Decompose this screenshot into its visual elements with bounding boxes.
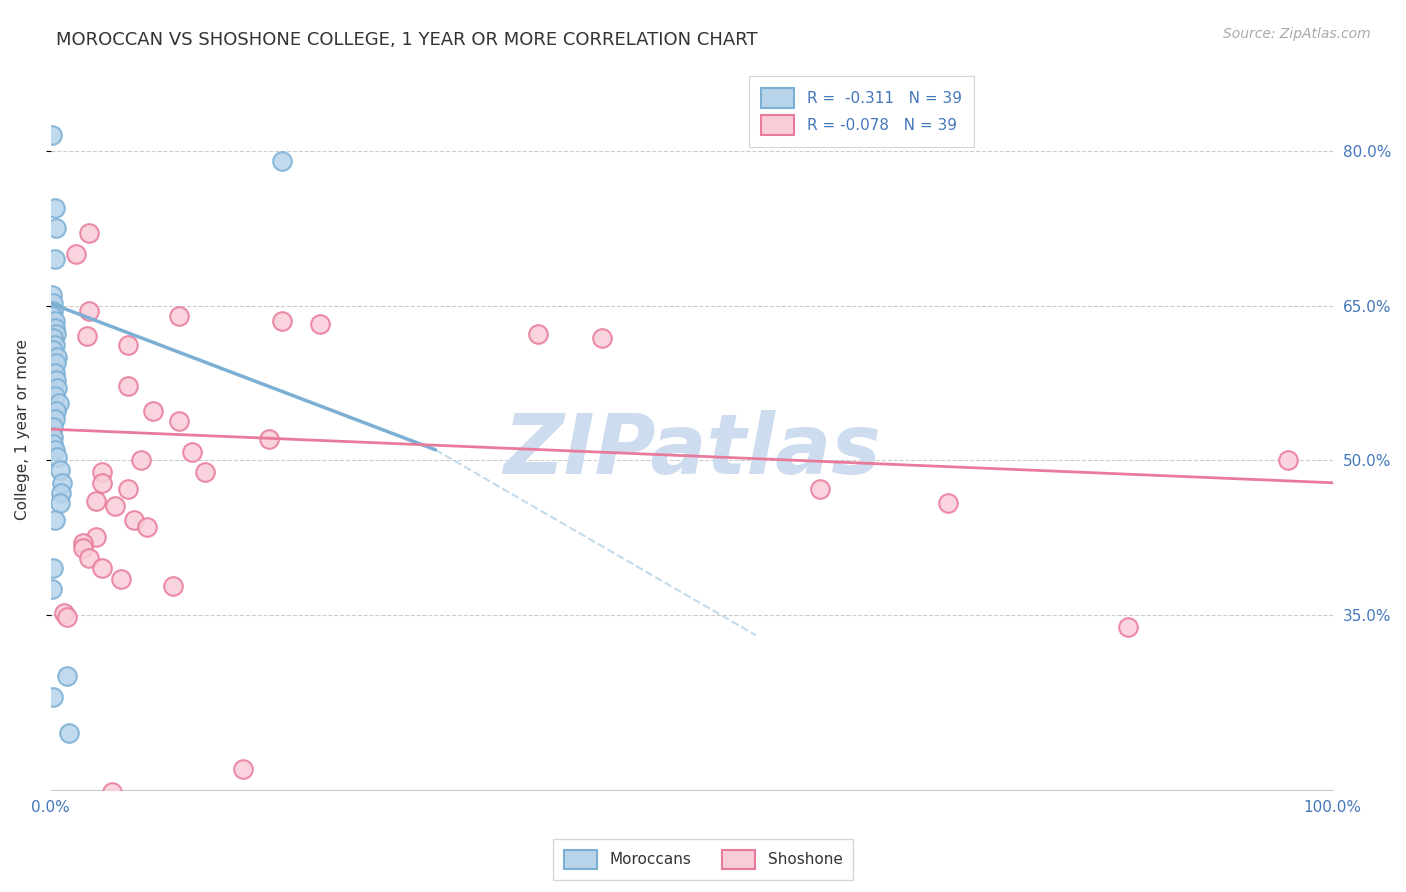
Point [91,561,114,575]
Point [58,726,80,740]
Point [44,252,66,267]
Point [136,520,159,534]
Point [42,303,65,318]
Point [41,309,63,323]
Point [72,541,94,555]
Legend: R =  -0.311   N = 39, R = -0.078   N = 39: R = -0.311 N = 39, R = -0.078 N = 39 [748,76,974,147]
Point [180,445,202,459]
Point [270,314,292,328]
Point [936,496,959,510]
Point [56,669,79,683]
Point [42,343,65,357]
Text: ZIPatlas: ZIPatlas [503,410,880,491]
Point [45,221,67,235]
Point [42,420,65,434]
Point [49,463,72,477]
Point [44,337,66,351]
Point [1277,453,1299,467]
Point [91,475,114,490]
Point [44,201,66,215]
Point [51,475,73,490]
Point [52,606,75,620]
Point [44,321,66,335]
Point [257,433,280,447]
Point [104,500,127,514]
Point [79,303,101,318]
Point [270,154,292,169]
Point [232,762,254,776]
Point [49,496,72,510]
Point [44,513,66,527]
Point [41,128,63,143]
Point [79,227,101,241]
Point [65,247,87,261]
Point [45,356,67,370]
Point [42,296,65,310]
Point [101,785,124,799]
Point [309,317,332,331]
Point [84,494,107,508]
Point [46,381,69,395]
Point [44,314,66,328]
Point [42,331,65,345]
Point [194,466,217,480]
Point [117,379,139,393]
Point [167,309,190,323]
Point [45,403,67,417]
Text: Source: ZipAtlas.com: Source: ZipAtlas.com [1223,27,1371,41]
Point [45,373,67,387]
Point [162,579,184,593]
Point [46,350,69,364]
Point [117,482,139,496]
Point [591,331,613,345]
Point [46,450,69,464]
Point [44,442,66,457]
Text: MOROCCAN VS SHOSHONE COLLEGE, 1 YEAR OR MORE CORRELATION CHART: MOROCCAN VS SHOSHONE COLLEGE, 1 YEAR OR … [56,31,758,49]
Point [41,288,63,302]
Point [44,412,66,426]
Point [56,609,79,624]
Point [122,513,145,527]
Point [42,561,65,575]
Point [44,389,66,403]
Point [117,337,139,351]
Point [527,327,550,342]
Point [48,396,70,410]
Point [808,482,831,496]
Point [41,582,63,596]
Point [72,535,94,549]
Legend: Moroccans, Shoshone: Moroccans, Shoshone [553,838,853,880]
Point [42,436,65,450]
Point [45,327,67,342]
Point [42,430,65,444]
Point [79,551,101,566]
Point [91,466,114,480]
Point [142,403,165,417]
Point [1116,620,1139,634]
Point [76,329,98,343]
Point [167,414,190,428]
Point [42,690,65,704]
Y-axis label: College, 1 year or more: College, 1 year or more [15,339,30,520]
Point [49,486,72,500]
Point [84,530,107,544]
Point [129,453,152,467]
Point [44,366,66,380]
Point [110,572,132,586]
